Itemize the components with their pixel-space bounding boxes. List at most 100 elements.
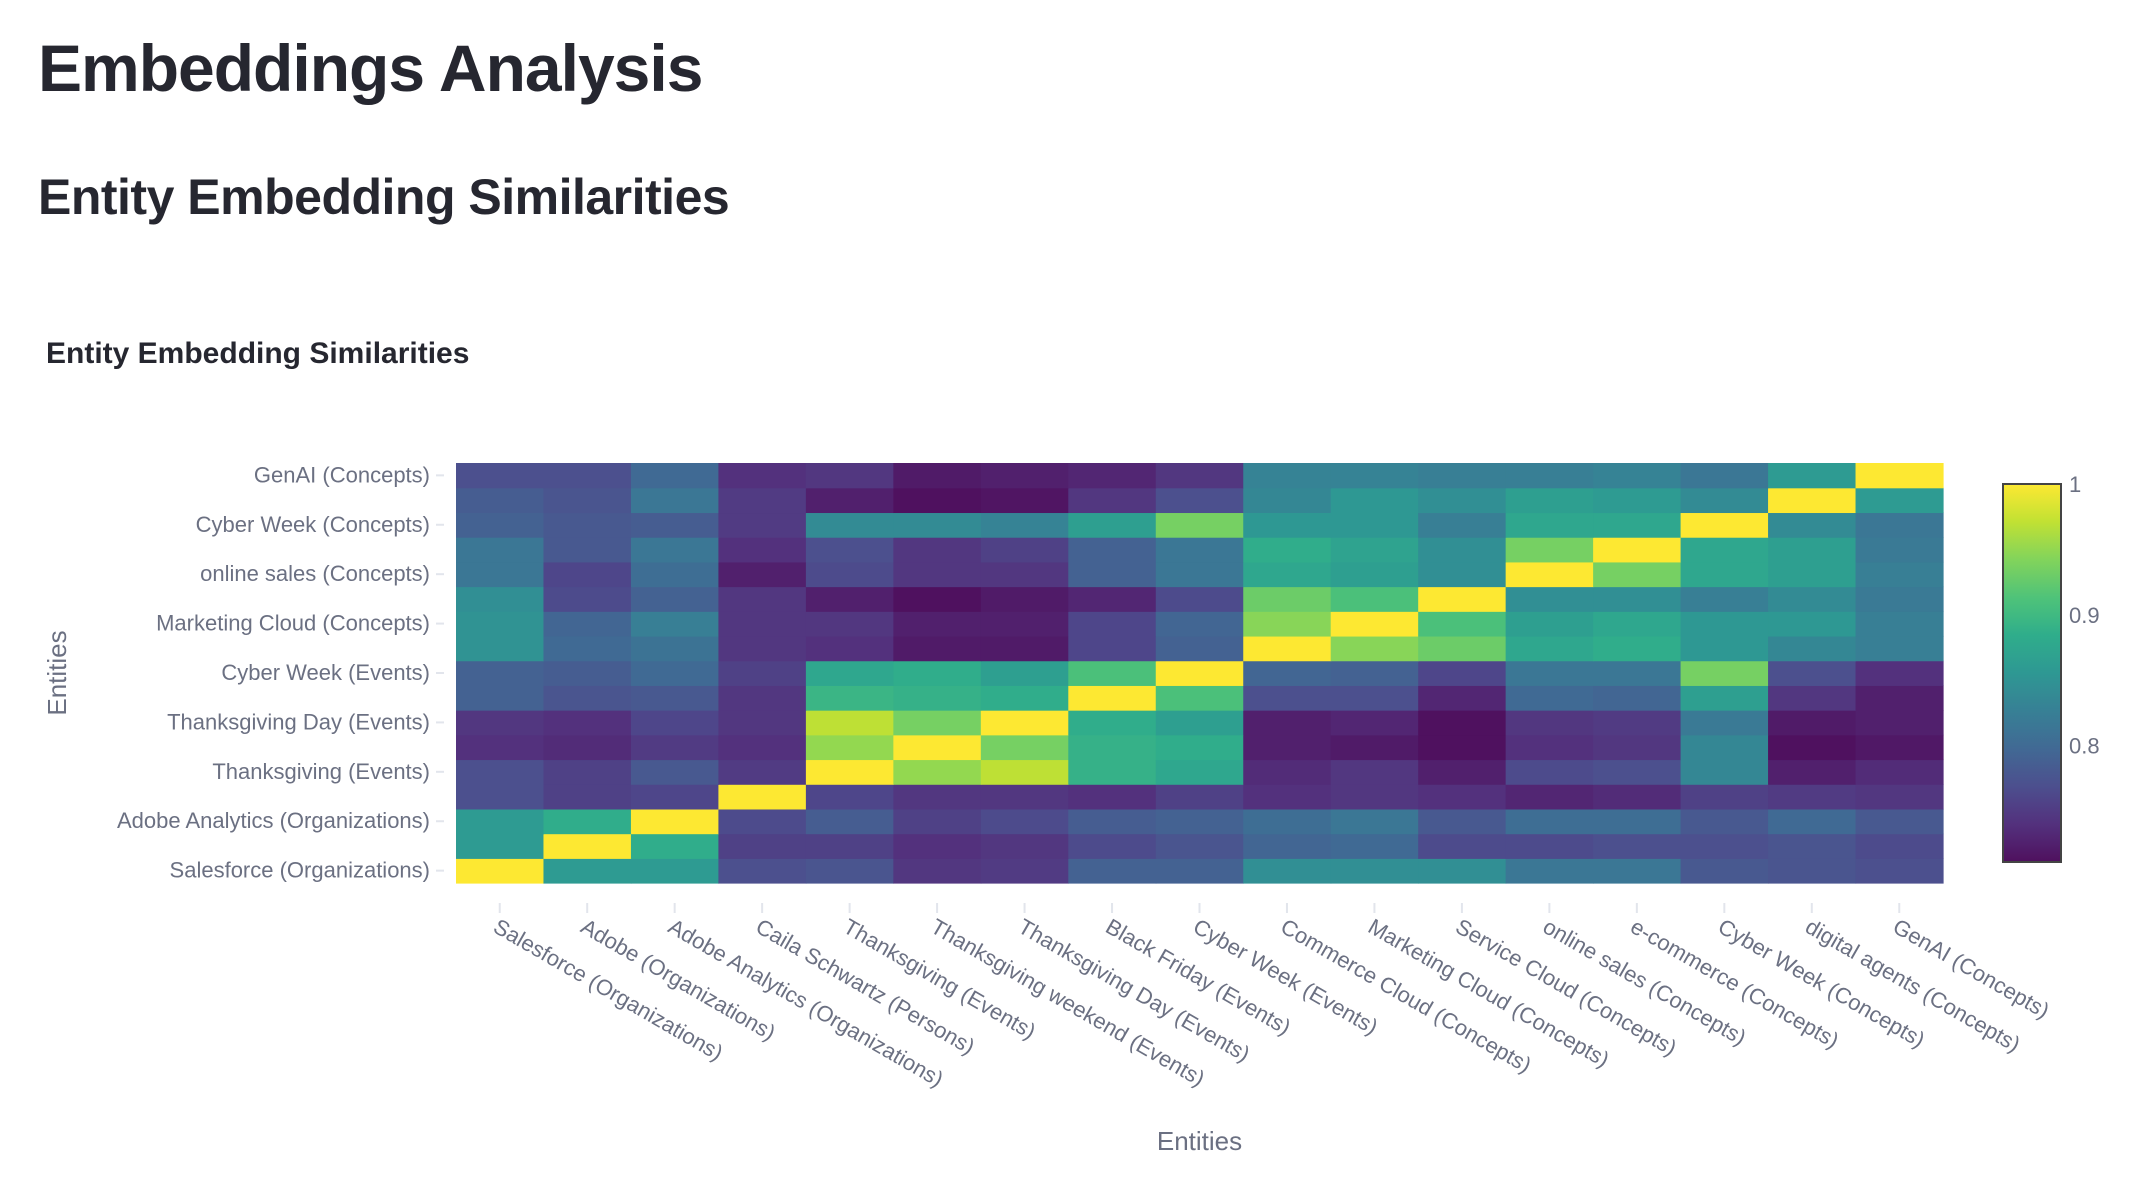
heatmap-cell[interactable] (980, 660, 1069, 686)
heatmap-cell[interactable] (1768, 784, 1857, 810)
heatmap-cell[interactable] (1505, 660, 1594, 686)
heatmap-cell[interactable] (1243, 858, 1332, 884)
heatmap-cell[interactable] (1418, 858, 1507, 884)
heatmap-cell[interactable] (1068, 586, 1157, 612)
heatmap-cell[interactable] (1155, 784, 1244, 810)
heatmap-cell[interactable] (1243, 660, 1332, 686)
heatmap-cell[interactable] (1155, 487, 1244, 514)
heatmap-cell[interactable] (456, 537, 545, 563)
heatmap-cell[interactable] (543, 759, 632, 785)
heatmap-cell[interactable] (1155, 808, 1244, 835)
heatmap-cell[interactable] (1593, 784, 1682, 810)
heatmap-cell[interactable] (1593, 487, 1682, 514)
heatmap-cell[interactable] (1680, 537, 1769, 563)
heatmap-cell[interactable] (718, 463, 807, 489)
heatmap-cell[interactable] (1068, 710, 1157, 736)
heatmap-cell[interactable] (543, 660, 632, 686)
heatmap-cell[interactable] (543, 611, 632, 637)
heatmap-cell[interactable] (1680, 808, 1769, 835)
heatmap-cell[interactable] (1330, 784, 1419, 810)
heatmap-cell[interactable] (1418, 833, 1507, 859)
heatmap-cell[interactable] (1593, 512, 1682, 538)
heatmap-cell[interactable] (456, 833, 545, 859)
heatmap-cell[interactable] (1330, 734, 1419, 761)
heatmap-cell[interactable] (1505, 512, 1594, 538)
heatmap-cell[interactable] (1068, 561, 1157, 588)
heatmap-cell[interactable] (1418, 685, 1507, 711)
heatmap-cell[interactable] (1243, 808, 1332, 835)
heatmap-cell[interactable] (630, 784, 720, 810)
heatmap-cell[interactable] (1768, 463, 1857, 489)
heatmap-cell[interactable] (543, 537, 632, 563)
heatmap-cell[interactable] (1068, 734, 1157, 761)
heatmap-cell[interactable] (1243, 611, 1332, 637)
heatmap-cell[interactable] (543, 487, 632, 514)
heatmap-cell[interactable] (456, 512, 545, 538)
heatmap-cell[interactable] (1855, 808, 1944, 835)
heatmap-cell[interactable] (1330, 512, 1419, 538)
heatmap-cell[interactable] (980, 685, 1069, 711)
heatmap-cell[interactable] (1680, 784, 1769, 810)
heatmap-cell[interactable] (1593, 537, 1682, 563)
heatmap-cell[interactable] (805, 660, 894, 686)
heatmap-cell[interactable] (543, 586, 632, 612)
heatmap-cell[interactable] (1155, 586, 1244, 612)
heatmap-cell[interactable] (1855, 759, 1944, 785)
heatmap-cell[interactable] (1680, 487, 1769, 514)
heatmap-cell[interactable] (718, 734, 807, 761)
heatmap-cell[interactable] (805, 734, 894, 761)
heatmap-cell[interactable] (1855, 537, 1944, 563)
heatmap-cell[interactable] (1855, 784, 1944, 810)
heatmap-cell[interactable] (1418, 512, 1507, 538)
heatmap-cell[interactable] (980, 784, 1069, 810)
heatmap-cell[interactable] (805, 463, 894, 489)
heatmap-cell[interactable] (1855, 487, 1944, 514)
heatmap-cell[interactable] (1068, 635, 1157, 662)
heatmap-cell[interactable] (1855, 512, 1944, 538)
heatmap-cell[interactable] (1068, 784, 1157, 810)
heatmap-cells[interactable] (456, 463, 1944, 884)
heatmap-cell[interactable] (980, 635, 1069, 662)
heatmap-cell[interactable] (630, 586, 720, 612)
heatmap-cell[interactable] (1680, 512, 1769, 538)
heatmap-cell[interactable] (1505, 463, 1594, 489)
heatmap-cell[interactable] (1680, 858, 1769, 884)
heatmap-cell[interactable] (718, 759, 807, 785)
heatmap-cell[interactable] (980, 537, 1069, 563)
heatmap-cell[interactable] (1243, 537, 1332, 563)
heatmap-cell[interactable] (1155, 685, 1244, 711)
heatmap-cell[interactable] (1330, 635, 1419, 662)
heatmap-cell[interactable] (1330, 808, 1419, 835)
heatmap-cell[interactable] (1768, 586, 1857, 612)
heatmap-cell[interactable] (893, 808, 982, 835)
heatmap-cell[interactable] (1855, 858, 1944, 884)
heatmap-cell[interactable] (980, 463, 1069, 489)
heatmap-cell[interactable] (893, 487, 982, 514)
heatmap-cell[interactable] (1768, 710, 1857, 736)
heatmap-cell[interactable] (1418, 660, 1507, 686)
heatmap-cell[interactable] (718, 833, 807, 859)
heatmap-cell[interactable] (1418, 808, 1507, 835)
heatmap-cell[interactable] (456, 734, 545, 761)
heatmap-cell[interactable] (1593, 586, 1682, 612)
heatmap-cell[interactable] (980, 611, 1069, 637)
heatmap-cell[interactable] (630, 660, 720, 686)
heatmap-cell[interactable] (630, 561, 720, 588)
heatmap-cell[interactable] (718, 537, 807, 563)
heatmap-cell[interactable] (1768, 487, 1857, 514)
heatmap-cell[interactable] (805, 710, 894, 736)
heatmap-cell[interactable] (630, 685, 720, 711)
heatmap-cell[interactable] (1330, 710, 1419, 736)
heatmap-cell[interactable] (1505, 537, 1594, 563)
heatmap-cell[interactable] (1068, 759, 1157, 785)
heatmap-cell[interactable] (805, 858, 894, 884)
heatmap-cell[interactable] (543, 635, 632, 662)
heatmap-cell[interactable] (1243, 487, 1332, 514)
heatmap-cell[interactable] (1068, 537, 1157, 563)
heatmap-cell[interactable] (630, 710, 720, 736)
heatmap-cell[interactable] (630, 487, 720, 514)
heatmap-cell[interactable] (1855, 635, 1944, 662)
heatmap-cell[interactable] (1418, 710, 1507, 736)
heatmap-cell[interactable] (1768, 685, 1857, 711)
heatmap-cell[interactable] (1330, 463, 1419, 489)
